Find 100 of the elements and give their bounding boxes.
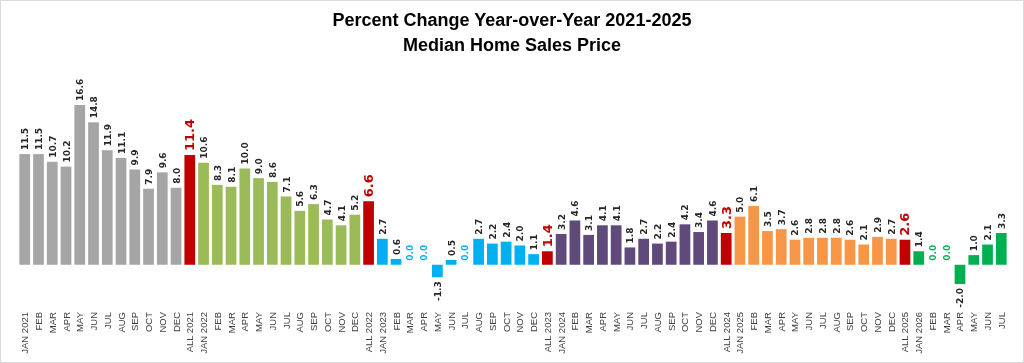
x-tick-label: MAR [46,311,58,334]
data-label: 10.6 [199,136,210,159]
bar [266,181,278,265]
data-label: 4.1 [597,205,608,222]
bar [349,214,361,265]
data-label: 2.8 [831,217,842,234]
data-label: 2.2 [487,223,498,240]
bar [913,251,925,265]
bar [652,243,663,265]
bar [101,150,113,265]
x-tick-label: FEB [926,312,938,331]
bar [707,220,718,265]
data-label: 4.6 [570,200,581,217]
data-label: 10.2 [61,140,72,163]
data-label: 2.7 [474,218,485,235]
data-label: 1.4 [914,231,925,248]
data-label: 2.0 [515,225,526,242]
bar [431,264,443,278]
data-label: 6.3 [309,184,320,201]
bar [60,166,72,265]
x-tick-label: SEP [308,312,320,332]
bar [679,224,691,265]
data-label: 10.0 [240,142,251,165]
data-label: 0.0 [419,244,430,261]
bar [143,188,154,265]
bar [239,168,251,265]
x-tick-label: SEP [665,312,677,332]
data-label: 3.3 [996,213,1007,229]
bar [817,237,828,265]
data-label: 10.7 [47,135,58,158]
x-tick-label: OCT [679,311,691,333]
x-tick-label: MAR [583,311,595,334]
data-label: 9.6 [157,152,168,169]
x-tick-label: NOV [514,311,526,333]
bar [129,169,141,265]
x-tick-label: APR [418,311,430,332]
x-tick-label: APR [596,311,608,332]
x-tick-label: JUN [445,311,457,331]
x-tick-label: APR [954,311,966,332]
bar [198,162,209,265]
bar [253,178,264,265]
x-tick-label: NOV [156,311,168,333]
bar [321,219,333,265]
x-tick-label: APR [60,311,72,332]
x-tick-label: JUN [624,311,636,331]
bar [500,241,512,265]
x-tick-label: FEB [211,312,223,331]
data-label: 0.6 [391,239,402,255]
bar [610,225,622,265]
bar [665,241,677,265]
data-label: 0.5 [446,239,457,256]
x-tick-label: JUL [101,312,113,329]
data-label: 1.4 [539,224,555,248]
bar [968,255,980,265]
x-tick-label: MAY [74,311,86,332]
x-tick-label: ALL 2024 [720,312,732,353]
data-label: 11.4 [182,118,198,152]
data-label: 3.4 [694,212,705,229]
data-label: 4.1 [336,205,347,222]
data-label: 2.1 [983,224,994,241]
data-label: 11.5 [33,127,44,151]
x-tick-label: OCT [858,311,870,333]
data-label: 4.7 [322,199,333,216]
bar [789,239,801,265]
data-label: 16.6 [75,78,86,101]
x-tick-label: JUL [280,312,292,329]
data-label: 3.3 [718,205,734,229]
data-label: 1.1 [529,234,540,251]
x-tick-label: SEP [486,312,498,332]
data-label: 14.8 [89,96,100,119]
x-tick-label: DEC [349,311,361,333]
data-label: 8.6 [267,162,278,178]
data-label: 4.1 [611,205,622,222]
data-label: 2.9 [872,216,883,233]
x-tick-label: JAN 2026 [913,312,925,354]
data-label: 0.0 [927,244,938,261]
data-label: 2.7 [639,218,650,235]
data-label: 4.2 [680,204,691,221]
x-tick-label: JUN [982,311,994,331]
x-tick-label: AUG [294,312,306,333]
x-tick-label: JUN [803,311,815,331]
data-label: 0.0 [405,244,416,261]
x-tick-label: NOV [693,311,705,333]
data-label: 6.1 [749,186,760,203]
x-tick-label: JAN 2023 [376,312,388,354]
x-tick-label: ALL 2023 [541,312,553,353]
data-label: 2.6 [845,219,856,236]
x-tick-label: MAY [253,311,265,332]
data-label: 2.7 [377,218,388,235]
data-label: 8.1 [226,166,237,183]
bar [514,245,526,265]
bar [624,247,636,265]
x-tick-label: DEC [706,311,718,333]
data-label: 3.1 [584,214,595,231]
x-tick-label: JUL [638,312,650,329]
data-label: 2.4 [666,221,677,238]
bar [995,233,1007,265]
data-label: -2.0 [955,288,966,308]
x-tick-label: DEC [528,311,540,333]
bar [528,254,539,265]
